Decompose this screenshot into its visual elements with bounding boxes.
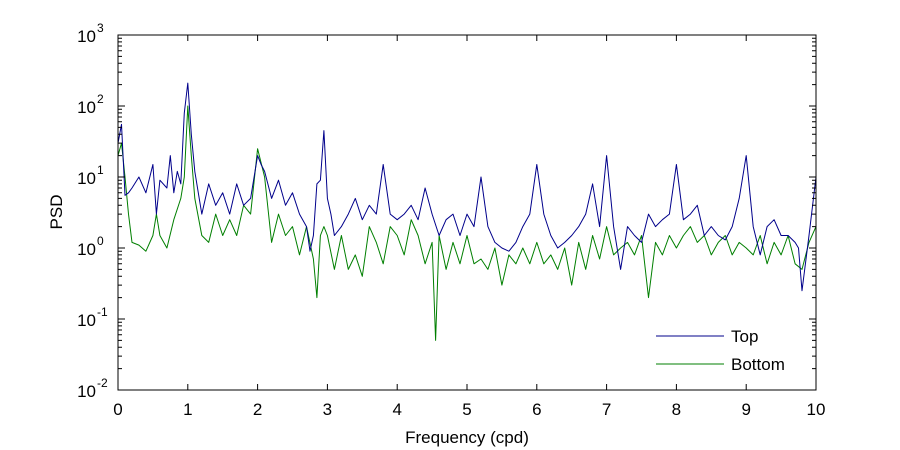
y-tick-label: 10 (77, 27, 96, 46)
y-tick-label: 10 (77, 382, 96, 401)
x-tick-label: 5 (462, 400, 471, 419)
plot-area (118, 35, 816, 390)
y-tick-label: 10 (77, 98, 96, 117)
y-tick-label: 10 (77, 169, 96, 188)
x-tick-label: 4 (392, 400, 401, 419)
x-tick-label: 8 (672, 400, 681, 419)
x-tick-label: 6 (532, 400, 541, 419)
y-tick-exponent: 0 (97, 234, 104, 248)
x-tick-label: 0 (113, 400, 122, 419)
x-tick-label: 3 (323, 400, 332, 419)
x-tick-label: 10 (807, 400, 826, 419)
x-tick-label: 9 (741, 400, 750, 419)
y-tick-label: 10 (77, 311, 96, 330)
y-axis-label: PSD (47, 195, 66, 230)
y-tick-exponent: -2 (97, 376, 108, 390)
y-tick-exponent: -1 (97, 305, 108, 319)
y-tick-exponent: 2 (97, 92, 104, 106)
legend-label-bottom: Bottom (731, 355, 785, 374)
y-tick-label: 10 (77, 240, 96, 259)
x-tick-label: 2 (253, 400, 262, 419)
x-axis-label: Frequency (cpd) (405, 428, 529, 447)
series-layer (117, 82, 817, 341)
y-tick-exponent: 3 (97, 21, 104, 35)
series-line-top (117, 82, 817, 292)
x-tick-label: 1 (183, 400, 192, 419)
legend: Top Bottom (656, 327, 785, 374)
y-tick-exponent: 1 (97, 163, 104, 177)
legend-label-top: Top (731, 327, 758, 346)
x-tick-label: 7 (602, 400, 611, 419)
